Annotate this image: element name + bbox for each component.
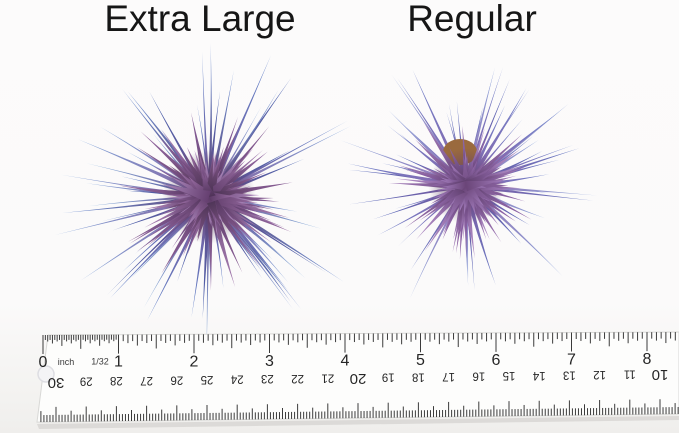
inch-number: 8 bbox=[643, 351, 652, 368]
cm-number: 27 bbox=[140, 374, 153, 386]
inch-number: 3 bbox=[265, 353, 274, 370]
inch-number: 4 bbox=[341, 353, 350, 370]
cm-number: 29 bbox=[80, 375, 93, 387]
cm-number: 16 bbox=[472, 370, 485, 382]
cm-number: 11 bbox=[624, 368, 636, 380]
label-regular: Regular bbox=[407, 0, 537, 39]
cm-number: 24 bbox=[230, 373, 243, 385]
cm-number: 10 bbox=[652, 366, 669, 383]
ruler-hole bbox=[37, 365, 55, 383]
cm-number: 30 bbox=[48, 374, 65, 391]
inch-number: 1 bbox=[114, 354, 123, 371]
inch-number: 7 bbox=[567, 352, 576, 369]
extra-large-air-plant bbox=[54, 43, 352, 356]
regular-air-plant bbox=[340, 67, 598, 299]
ruler-body bbox=[36, 331, 679, 423]
cm-number: 21 bbox=[321, 371, 334, 383]
inch-unit-label: inch bbox=[58, 357, 75, 367]
inch-number: 6 bbox=[492, 352, 501, 369]
inch-number: 5 bbox=[416, 352, 425, 369]
cm-number: 17 bbox=[442, 370, 455, 382]
cm-number: 23 bbox=[261, 372, 274, 384]
cm-number: 13 bbox=[563, 368, 576, 380]
cm-number: 18 bbox=[412, 370, 425, 382]
cm-number: 22 bbox=[291, 372, 304, 384]
cm-number: 25 bbox=[201, 373, 214, 385]
inch-number: 0 bbox=[39, 354, 48, 371]
cm-number: 28 bbox=[110, 374, 123, 386]
label-extra-large: Extra Large bbox=[104, 0, 296, 39]
cm-number: 14 bbox=[532, 369, 545, 381]
fraction-label: 1/32 bbox=[91, 357, 109, 367]
cm-number: 26 bbox=[170, 373, 183, 385]
cm-number: 19 bbox=[382, 371, 395, 383]
cm-number: 20 bbox=[350, 370, 367, 387]
ruler-ticks bbox=[40, 332, 679, 423]
cm-number: 12 bbox=[593, 368, 606, 380]
cm-number: 15 bbox=[503, 369, 516, 381]
inch-number: 2 bbox=[190, 353, 199, 370]
ruler-shadow bbox=[37, 416, 679, 429]
